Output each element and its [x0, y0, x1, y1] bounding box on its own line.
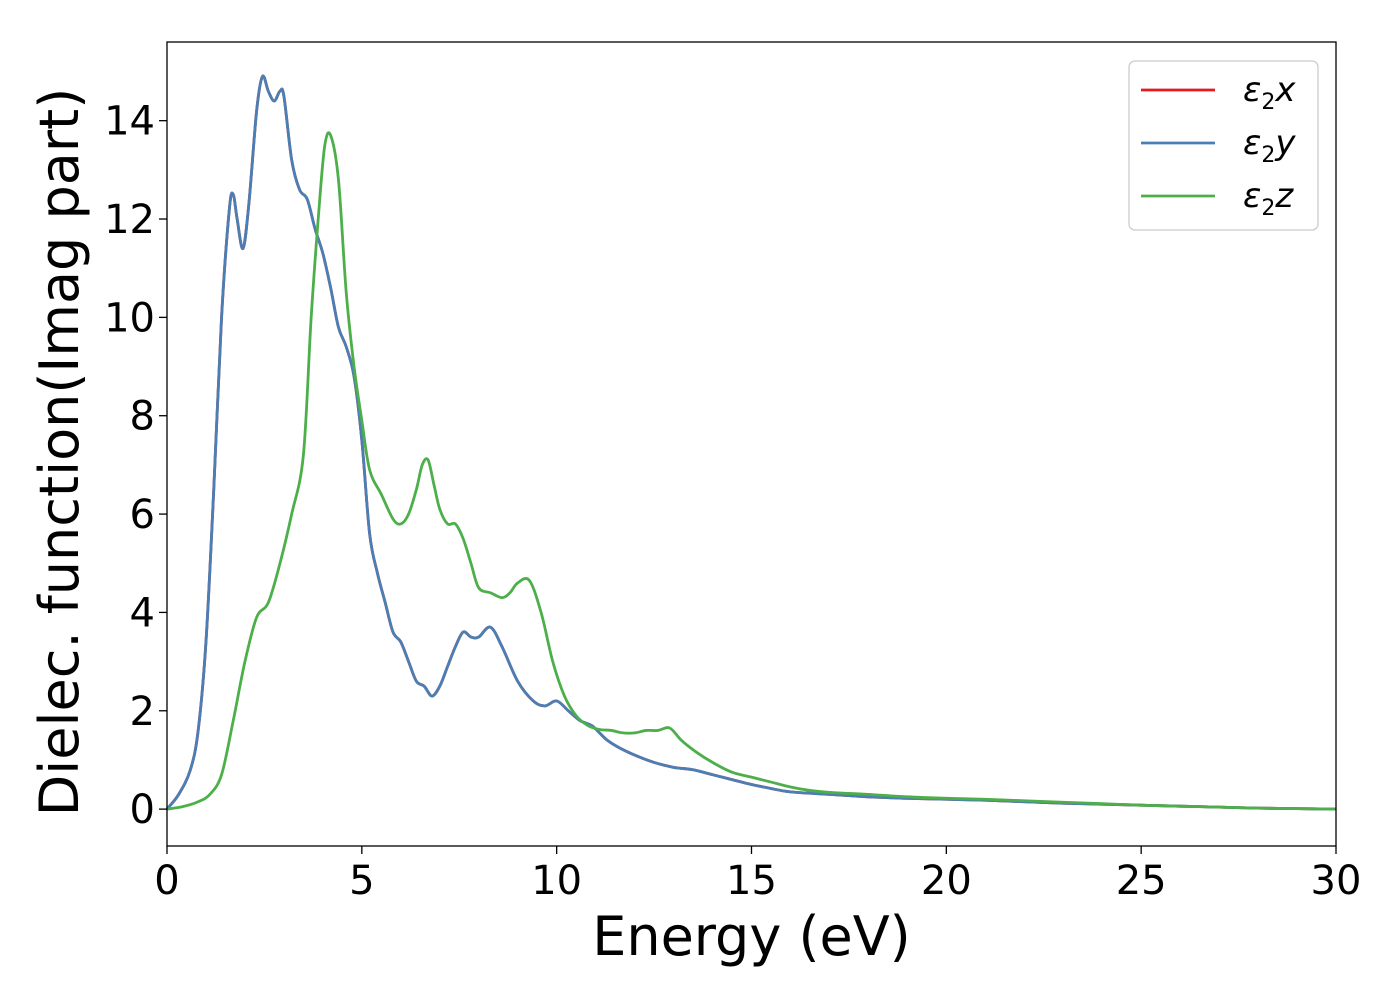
legend-box	[1128, 60, 1319, 231]
legend-label: ε2z	[1243, 176, 1294, 221]
x-tick-label: 10	[531, 858, 582, 904]
y-tick-label: 6	[130, 492, 155, 538]
series-layer	[165, 74, 1337, 811]
y-tick-label: 4	[130, 590, 155, 636]
legend-label: ε2x	[1243, 70, 1296, 115]
legend: ε2x ε2y ε2z	[1128, 60, 1319, 231]
x-tick-label: 5	[349, 858, 374, 904]
y-axis: 0 2 4 6 8 10 12 14	[104, 99, 167, 833]
y-tick-label: 2	[130, 689, 155, 735]
y-axis-title: Dielec. function(Imag part)	[28, 88, 91, 817]
x-axis: 0 5 10 15 20 25 30	[154, 846, 1361, 904]
x-tick-label: 15	[726, 858, 777, 904]
series-line-z	[166, 131, 1337, 811]
y-tick-label: 12	[104, 197, 155, 243]
y-tick-label: 0	[130, 787, 155, 833]
x-tick-label: 30	[1311, 858, 1362, 904]
series-line-y	[165, 74, 1337, 811]
legend-label: ε2y	[1243, 123, 1296, 168]
y-tick-label: 8	[130, 394, 155, 440]
x-tick-label: 0	[154, 858, 179, 904]
y-tick-label: 10	[104, 295, 155, 341]
y-tick-label: 14	[104, 99, 155, 145]
x-tick-label: 20	[921, 858, 972, 904]
x-tick-label: 25	[1116, 858, 1167, 904]
x-axis-title: Energy (eV)	[592, 905, 911, 968]
